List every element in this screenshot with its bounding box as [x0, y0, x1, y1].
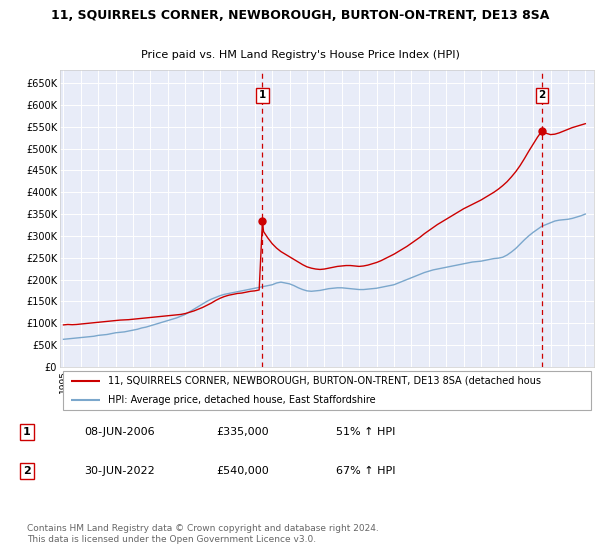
Text: £335,000: £335,000 [216, 427, 269, 437]
Text: 11, SQUIRRELS CORNER, NEWBOROUGH, BURTON-ON-TRENT, DE13 8SA (detached hous: 11, SQUIRRELS CORNER, NEWBOROUGH, BURTON… [108, 376, 541, 386]
Text: 1: 1 [23, 427, 31, 437]
FancyBboxPatch shape [62, 371, 592, 410]
Text: 2: 2 [538, 90, 545, 100]
Text: 2: 2 [23, 466, 31, 476]
Text: £540,000: £540,000 [216, 466, 269, 476]
Text: 51% ↑ HPI: 51% ↑ HPI [336, 427, 395, 437]
Text: 1: 1 [259, 90, 266, 100]
Text: 11, SQUIRRELS CORNER, NEWBOROUGH, BURTON-ON-TRENT, DE13 8SA: 11, SQUIRRELS CORNER, NEWBOROUGH, BURTON… [51, 9, 549, 22]
Text: Contains HM Land Registry data © Crown copyright and database right 2024.
This d: Contains HM Land Registry data © Crown c… [27, 524, 379, 544]
Text: 08-JUN-2006: 08-JUN-2006 [84, 427, 155, 437]
Text: 30-JUN-2022: 30-JUN-2022 [84, 466, 155, 476]
Text: Price paid vs. HM Land Registry's House Price Index (HPI): Price paid vs. HM Land Registry's House … [140, 50, 460, 59]
Text: HPI: Average price, detached house, East Staffordshire: HPI: Average price, detached house, East… [108, 395, 376, 405]
Text: 67% ↑ HPI: 67% ↑ HPI [336, 466, 395, 476]
